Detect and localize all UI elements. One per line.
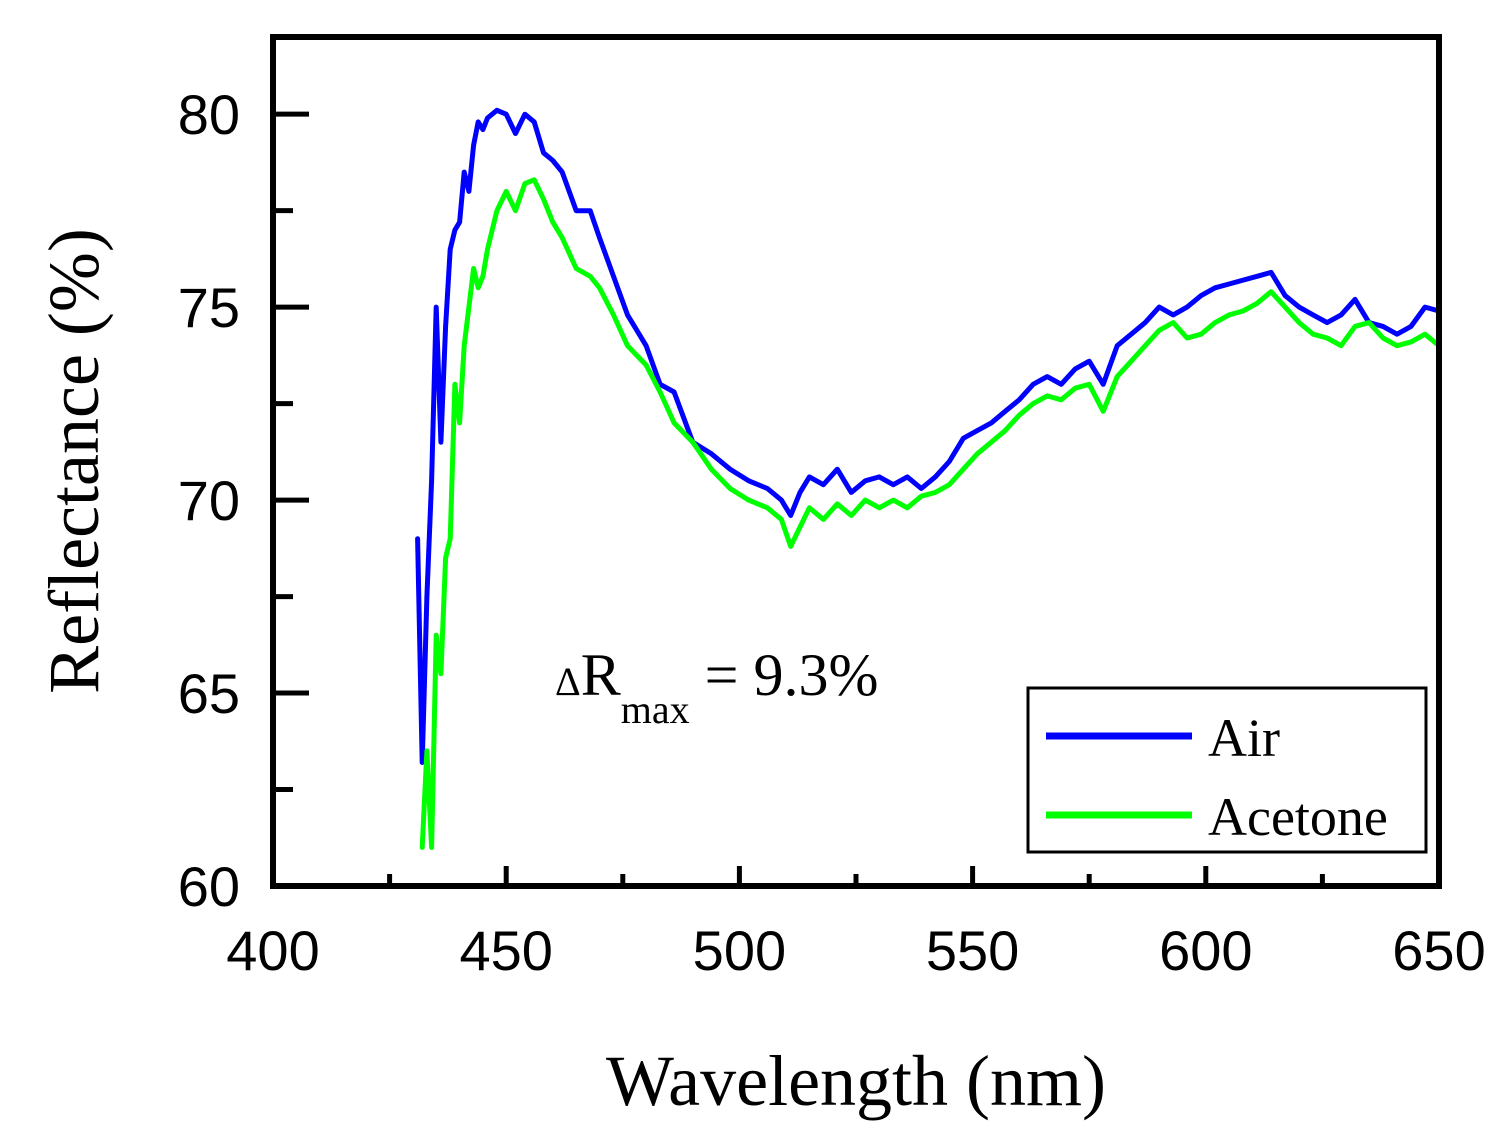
legend-label-acetone: Acetone [1208, 787, 1388, 847]
series-line-acetone [419, 177, 1439, 850]
legend-label-air: Air [1208, 708, 1280, 768]
series-line-air [415, 107, 1439, 765]
legend: Air Acetone [1026, 686, 1428, 854]
legend-box [1026, 686, 1428, 854]
y-tick-label-65: 65 [178, 662, 240, 725]
x-tick-label-550: 550 [926, 919, 1019, 982]
annotation-main: R [581, 642, 621, 708]
annotation-suffix: = 9.3% [690, 642, 879, 708]
y-tick-label-80: 80 [178, 83, 240, 146]
x-tick-label-400: 400 [226, 919, 319, 982]
annotation-subscript: max [621, 687, 690, 732]
series-layer [415, 107, 1439, 850]
y-tick-label-75: 75 [178, 276, 240, 339]
x-tick-label-450: 450 [459, 919, 552, 982]
delta-symbol: Δ [555, 659, 581, 704]
delta-r-annotation: ΔRmax = 9.3% [555, 642, 878, 732]
ticks-layer: 400 450 500 550 600 650 60 65 70 75 80 [178, 83, 1486, 982]
x-tick-label-600: 600 [1159, 919, 1252, 982]
y-tick-label-70: 70 [178, 469, 240, 532]
y-axis-title: Reflectance (%) [34, 228, 114, 694]
x-tick-label-500: 500 [693, 919, 786, 982]
x-tick-label-650: 650 [1392, 919, 1485, 982]
y-tick-label-60: 60 [178, 855, 240, 918]
x-axis-title: Wavelength (nm) [606, 1041, 1106, 1121]
